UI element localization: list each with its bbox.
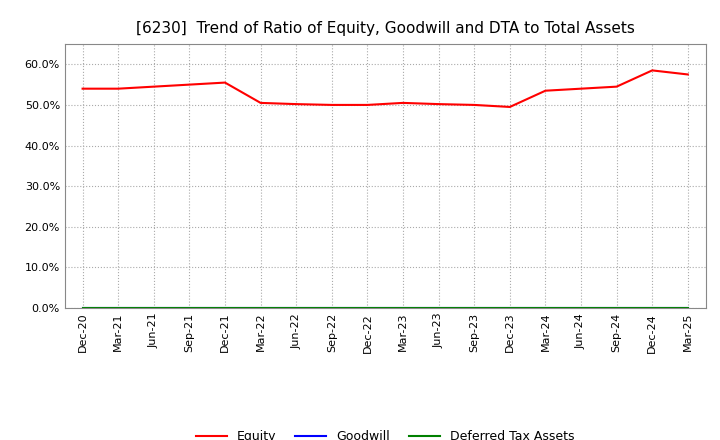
Deferred Tax Assets [328,305,336,311]
Goodwill [185,305,194,311]
Goodwill [292,305,300,311]
Goodwill [648,305,657,311]
Equity [648,68,657,73]
Goodwill [220,305,229,311]
Equity [328,102,336,107]
Equity [399,100,408,106]
Equity [683,72,692,77]
Goodwill [363,305,372,311]
Goodwill [114,305,122,311]
Equity [78,86,87,92]
Equity [577,86,585,92]
Goodwill [505,305,514,311]
Deferred Tax Assets [505,305,514,311]
Deferred Tax Assets [220,305,229,311]
Deferred Tax Assets [185,305,194,311]
Deferred Tax Assets [256,305,265,311]
Equity [505,104,514,110]
Goodwill [256,305,265,311]
Deferred Tax Assets [648,305,657,311]
Equity [150,84,158,89]
Goodwill [683,305,692,311]
Deferred Tax Assets [150,305,158,311]
Deferred Tax Assets [577,305,585,311]
Equity [363,102,372,107]
Equity [541,88,550,93]
Equity [256,100,265,106]
Goodwill [541,305,550,311]
Deferred Tax Assets [541,305,550,311]
Equity [220,80,229,85]
Goodwill [577,305,585,311]
Goodwill [328,305,336,311]
Deferred Tax Assets [683,305,692,311]
Deferred Tax Assets [78,305,87,311]
Equity [185,82,194,87]
Equity [114,86,122,92]
Deferred Tax Assets [434,305,443,311]
Goodwill [470,305,479,311]
Deferred Tax Assets [292,305,300,311]
Legend: Equity, Goodwill, Deferred Tax Assets: Equity, Goodwill, Deferred Tax Assets [191,425,580,440]
Goodwill [150,305,158,311]
Goodwill [78,305,87,311]
Deferred Tax Assets [470,305,479,311]
Goodwill [612,305,621,311]
Line: Equity: Equity [83,70,688,107]
Title: [6230]  Trend of Ratio of Equity, Goodwill and DTA to Total Assets: [6230] Trend of Ratio of Equity, Goodwil… [136,21,634,36]
Goodwill [399,305,408,311]
Deferred Tax Assets [399,305,408,311]
Equity [612,84,621,89]
Equity [470,102,479,107]
Equity [434,102,443,107]
Goodwill [434,305,443,311]
Deferred Tax Assets [363,305,372,311]
Deferred Tax Assets [612,305,621,311]
Equity [292,102,300,107]
Deferred Tax Assets [114,305,122,311]
